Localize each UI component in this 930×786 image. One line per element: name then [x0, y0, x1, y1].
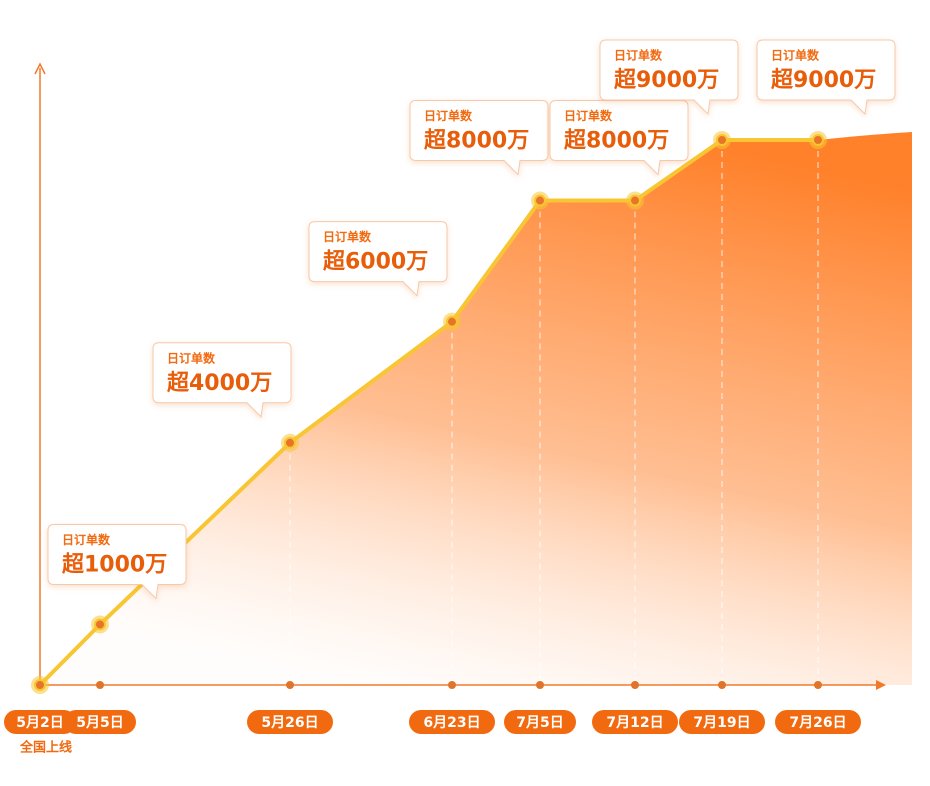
callout-box: [47, 523, 187, 600]
callout-title: 日订单数: [564, 108, 613, 123]
date-label: 7月12日: [606, 715, 663, 731]
point: [94, 618, 106, 631]
date-pill: [592, 710, 678, 734]
point: [34, 679, 46, 691]
date-pill: [64, 710, 136, 734]
callout-title: 日订单数: [323, 229, 372, 244]
baseline-dot: [718, 681, 726, 689]
launch-note: 全国上线: [19, 740, 72, 756]
date-pill: [775, 710, 861, 734]
callout-title: 日订单数: [424, 108, 473, 123]
date-label: 5月5日: [76, 715, 123, 731]
callout-box: [756, 39, 896, 116]
area: [40, 132, 912, 685]
date-pill: [504, 710, 576, 734]
callout-title: 日订单数: [771, 48, 820, 63]
callout-box: [409, 100, 549, 176]
date-label: 7月19日: [693, 715, 750, 731]
callout: [152, 342, 292, 418]
point: [284, 436, 296, 449]
value-label: 超9000万: [771, 68, 876, 93]
date-label: 7月26日: [789, 715, 846, 731]
point: [534, 194, 546, 207]
date-pill: [409, 710, 495, 734]
baseline-dot: [631, 681, 639, 689]
callout-title: 日订单数: [62, 532, 111, 547]
value-label: 超1000万: [62, 552, 167, 577]
mark-layer: 5月2日 5月5日日订单数超1000万5月26日日订单数超4000万6月23日日订…: [4, 39, 896, 756]
value-label: 超9000万: [614, 68, 719, 93]
date-pill: [247, 710, 333, 734]
baseline-dot: [96, 681, 104, 689]
callout-title: 日订单数: [167, 350, 216, 365]
baseline-dot: [286, 681, 294, 689]
line: [38, 138, 818, 687]
date-label: 5月26日: [261, 715, 318, 731]
point: [446, 315, 458, 328]
callout-box: [308, 221, 448, 297]
point: [812, 134, 824, 146]
callout: [549, 100, 689, 176]
value-label: 超4000万: [167, 371, 272, 396]
callout-box: [549, 100, 689, 176]
point: [716, 134, 728, 146]
date-pill: [4, 710, 76, 734]
date-pill: [679, 710, 765, 734]
value-label: 超8000万: [424, 129, 529, 154]
callout-title: 日订单数: [614, 48, 663, 63]
date-label: 7月5日: [516, 715, 563, 731]
callout-box: [599, 39, 739, 116]
date-label: 5月2日: [16, 715, 63, 731]
point: [629, 194, 641, 207]
baseline-dot: [448, 681, 456, 689]
callout-box: [152, 342, 292, 418]
value-label: 超8000万: [564, 129, 669, 154]
baseline-dot: [536, 681, 544, 689]
y-axis-arrow: [34, 62, 46, 75]
baseline-dot: [814, 681, 822, 689]
x-axis-arrow: [876, 680, 886, 690]
callout: [599, 39, 739, 116]
callout: [308, 221, 448, 297]
value-label: 超6000万: [323, 250, 428, 275]
callout: [409, 100, 549, 176]
callout: [47, 523, 187, 600]
area-layer: [40, 132, 912, 685]
date-label: 6月23日: [423, 715, 480, 731]
callout: [756, 39, 896, 116]
